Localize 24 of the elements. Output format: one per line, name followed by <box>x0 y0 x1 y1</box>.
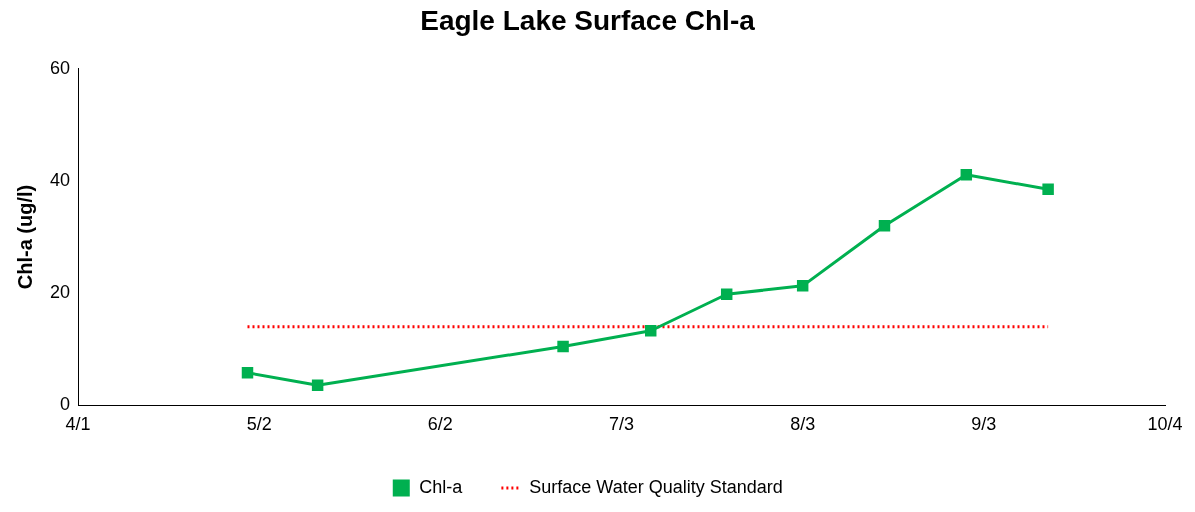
chart-title: Eagle Lake Surface Chl-a <box>420 4 756 36</box>
legend-label: Chl-a <box>419 476 464 497</box>
legend-label: Surface Water Quality Standard <box>529 476 783 497</box>
x-tick-label: 10/4 <box>1147 414 1183 435</box>
point <box>557 340 569 353</box>
point <box>796 280 809 292</box>
y-tick-label: 60 <box>49 57 71 78</box>
point <box>720 288 733 300</box>
x-tick-label: 5/2 <box>246 414 272 435</box>
x-tick-label: 9/3 <box>971 414 997 435</box>
y-tick-label: 40 <box>49 169 71 190</box>
point <box>960 168 973 181</box>
y-tick-label: 0 <box>60 394 71 415</box>
point <box>311 379 324 391</box>
x-tick-label: 8/3 <box>790 414 816 435</box>
point <box>644 325 657 337</box>
point <box>241 367 254 379</box>
y-tick-label: 20 <box>49 282 71 303</box>
x-tick-label: 6/2 <box>427 414 453 435</box>
point <box>1042 183 1054 196</box>
x-tick-label: 4/1 <box>65 414 91 435</box>
x-tick-label: 7/3 <box>609 414 635 435</box>
y-axis-title: Chl-a (ug/l) <box>13 184 36 290</box>
point <box>878 220 891 232</box>
